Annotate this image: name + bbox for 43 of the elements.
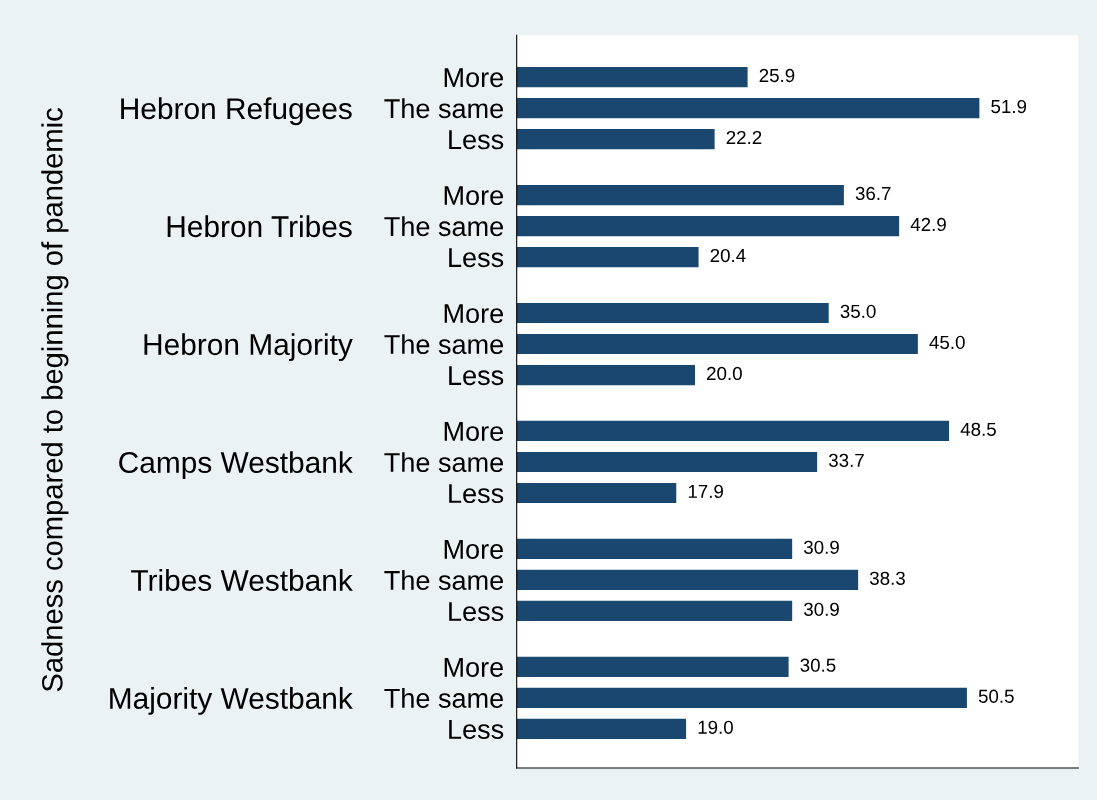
data-label: 51.9 — [991, 99, 1027, 114]
y-tick-label: The same — [384, 98, 503, 119]
y-tick-label: More — [444, 186, 503, 206]
data-label: 36.7 — [855, 186, 891, 201]
y-tick-label: More — [444, 658, 503, 677]
text: Hebron Majority — [144, 333, 353, 362]
data-label: 48.5 — [960, 422, 996, 436]
y-tick-label: The same — [384, 334, 503, 355]
y-tick-label: Less — [449, 366, 504, 386]
y-tick-label: The same — [384, 452, 503, 473]
y-tick-label: Less — [449, 720, 504, 739]
text: Tribes Westbank — [131, 569, 353, 592]
data-label: 20.4 — [710, 248, 746, 263]
y-tick-label: More — [444, 540, 503, 559]
data-label: 22.2 — [726, 130, 762, 145]
y-tick-label: More — [444, 304, 503, 324]
y-tick-label: Less — [449, 484, 504, 504]
data-label: 30.5 — [800, 658, 836, 672]
text: Sadness compared to beginning of pandemic — [41, 108, 69, 692]
text: Majority Westbank — [110, 687, 353, 715]
data-label: 35.0 — [840, 304, 876, 319]
text: Camps Westbank — [119, 451, 353, 479]
text: Hebron Tribes — [167, 215, 352, 238]
data-label: 19.0 — [698, 720, 733, 734]
data-label: 45.0 — [929, 335, 965, 350]
y-tick-label: Less — [449, 248, 504, 268]
data-label: 30.9 — [804, 602, 839, 616]
y-tick-label: The same — [384, 570, 503, 590]
data-label: 33.7 — [828, 453, 864, 467]
y-tick-label: The same — [384, 216, 503, 237]
data-label: 30.9 — [804, 540, 839, 554]
data-label: 25.9 — [759, 68, 795, 83]
data-label: 20.0 — [707, 366, 742, 381]
data-label: 38.3 — [869, 571, 905, 585]
y-tick-label: Less — [449, 130, 504, 150]
y-tick-label: More — [444, 422, 503, 442]
data-label: 50.5 — [978, 689, 1014, 703]
y-tick-label: The same — [384, 688, 503, 708]
text: Hebron Refugees — [121, 97, 352, 126]
y-tick-label: Less — [449, 602, 504, 622]
data-label: 42.9 — [910, 217, 946, 232]
data-label: 17.9 — [688, 484, 723, 499]
y-tick-label: More — [444, 68, 503, 88]
